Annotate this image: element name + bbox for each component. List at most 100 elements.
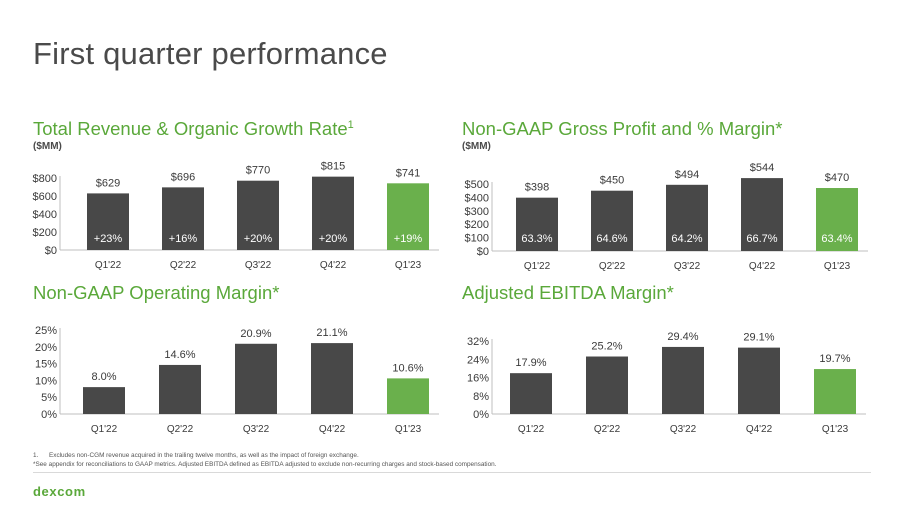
operating-margin-y-tick-label: 0% xyxy=(41,409,57,421)
revenue-inner-label: +19% xyxy=(394,233,423,245)
revenue-inner-label: +23% xyxy=(94,233,123,245)
revenue-y-tick-label: $200 xyxy=(33,227,57,239)
revenue-inner-label: +20% xyxy=(244,233,273,245)
revenue-y-tick-label: $600 xyxy=(33,191,57,203)
footnote-2: *See appendix for reconciliations to GAA… xyxy=(33,461,497,468)
operating-margin-category-label: Q2'22 xyxy=(167,424,194,435)
ebitda-margin-bar xyxy=(814,369,856,414)
gross-profit-value-label: $470 xyxy=(825,172,849,184)
ebitda-margin-category-label: Q4'22 xyxy=(746,424,773,435)
operating-margin-y-tick-label: 5% xyxy=(41,392,57,404)
revenue-inner-label: +20% xyxy=(319,233,348,245)
revenue-panel-subtitle: ($MM) xyxy=(33,141,62,152)
ebitda-margin-category-label: Q1'22 xyxy=(518,424,545,435)
ebitda-margin-value-label: 17.9% xyxy=(515,357,546,369)
revenue-category-label: Q3'22 xyxy=(245,260,272,271)
gross-profit-y-tick-label: $500 xyxy=(465,179,489,191)
operating-margin-value-label: 14.6% xyxy=(164,349,195,361)
gross-profit-category-label: Q4'22 xyxy=(749,261,776,272)
gross-profit-y-tick-label: $100 xyxy=(465,233,489,245)
gross-profit-value-label: $450 xyxy=(600,175,624,187)
operating-margin-y-tick-label: 15% xyxy=(35,359,57,371)
revenue-y-tick-label: $0 xyxy=(45,245,57,257)
ebitda-margin-bar xyxy=(662,346,704,414)
gross-profit-category-label: Q1'23 xyxy=(824,261,851,272)
page-title: First quarter performance xyxy=(33,36,388,71)
ebitda-margin-bar xyxy=(510,373,552,414)
ebitda-margin-category-label: Q2'22 xyxy=(594,424,621,435)
operating-margin-category-label: Q1'23 xyxy=(395,424,422,435)
revenue-title-footnote-mark: 1 xyxy=(347,118,354,131)
dexcom-logo: dexcom xyxy=(33,484,86,499)
revenue-category-label: Q2'22 xyxy=(170,260,197,271)
revenue-bar xyxy=(87,193,129,250)
revenue-bar xyxy=(237,180,279,250)
gross-profit-bar xyxy=(741,178,783,251)
operating-margin-value-label: 10.6% xyxy=(392,362,423,374)
revenue-inner-label: +16% xyxy=(169,233,198,245)
gross-profit-y-tick-label: $300 xyxy=(465,206,489,218)
gross-profit-bar xyxy=(666,184,708,251)
revenue-panel-title: Total Revenue & Organic Growth Rate1 xyxy=(33,118,354,140)
ebitda-margin-value-label: 29.1% xyxy=(743,332,774,344)
revenue-category-label: Q1'22 xyxy=(95,260,122,271)
gross-profit-panel-subtitle: ($MM) xyxy=(462,141,491,152)
gross-profit-bar xyxy=(591,190,633,251)
gross-profit-category-label: Q1'22 xyxy=(524,261,551,272)
revenue-category-label: Q1'23 xyxy=(395,260,422,271)
ebitda-margin-category-label: Q1'23 xyxy=(822,424,849,435)
operating-margin-bar xyxy=(311,343,353,414)
gross-profit-category-label: Q2'22 xyxy=(599,261,626,272)
ebitda-margin-value-label: 25.2% xyxy=(591,341,622,353)
ebitda-margin-y-tick-label: 16% xyxy=(467,373,489,385)
gross-profit-value-label: $544 xyxy=(750,162,774,174)
revenue-y-tick-label: $800 xyxy=(33,173,57,185)
gross-profit-bar xyxy=(816,188,858,251)
operating-margin-panel-title: Non-GAAP Operating Margin* xyxy=(33,282,280,303)
operating-margin-category-label: Q4'22 xyxy=(319,424,346,435)
gross-profit-y-tick-label: $400 xyxy=(465,192,489,204)
gross-profit-value-label: $398 xyxy=(525,182,549,194)
gross-profit-panel-title: Non-GAAP Gross Profit and % Margin* xyxy=(462,118,783,139)
ebitda-margin-y-tick-label: 32% xyxy=(467,336,489,348)
ebitda-margin-value-label: 19.7% xyxy=(819,353,850,365)
operating-margin-value-label: 20.9% xyxy=(240,328,271,340)
gross-profit-inner-label: 63.3% xyxy=(521,233,552,245)
ebitda-margin-bar xyxy=(738,347,780,414)
gross-profit-y-tick-label: $200 xyxy=(465,219,489,231)
operating-margin-value-label: 21.1% xyxy=(316,327,347,339)
footnote-1: 1. Excludes non-CGM revenue acquired in … xyxy=(33,452,359,459)
gross-profit-category-label: Q3'22 xyxy=(674,261,701,272)
gross-profit-y-tick-label: $0 xyxy=(477,246,489,258)
gross-profit-inner-label: 66.7% xyxy=(746,233,777,245)
ebitda-margin-value-label: 29.4% xyxy=(667,331,698,343)
operating-margin-y-tick-label: 10% xyxy=(35,375,57,387)
operating-margin-bar xyxy=(83,387,125,414)
operating-margin-value-label: 8.0% xyxy=(91,371,116,383)
gross-profit-inner-label: 63.4% xyxy=(821,233,852,245)
ebitda-margin-y-tick-label: 8% xyxy=(473,391,489,403)
operating-margin-bar xyxy=(235,343,277,414)
gross-profit-inner-label: 64.6% xyxy=(596,233,627,245)
revenue-bar xyxy=(312,176,354,250)
revenue-y-tick-label: $400 xyxy=(33,209,57,221)
ebitda-margin-category-label: Q3'22 xyxy=(670,424,697,435)
operating-margin-y-tick-label: 25% xyxy=(35,325,57,337)
revenue-value-label: $696 xyxy=(171,171,195,183)
ebitda-margin-panel-title: Adjusted EBITDA Margin* xyxy=(462,282,674,303)
revenue-value-label: $629 xyxy=(96,177,120,189)
revenue-title-text: Total Revenue & Organic Growth Rate xyxy=(33,118,348,139)
ebitda-margin-bar xyxy=(586,356,628,414)
gross-profit-inner-label: 64.2% xyxy=(671,233,702,245)
operating-margin-bar xyxy=(387,378,429,414)
revenue-category-label: Q4'22 xyxy=(320,260,347,271)
operating-margin-category-label: Q1'22 xyxy=(91,424,118,435)
revenue-value-label: $770 xyxy=(246,165,270,177)
revenue-value-label: $815 xyxy=(321,161,345,173)
revenue-value-label: $741 xyxy=(396,167,420,179)
revenue-bar xyxy=(162,187,204,250)
